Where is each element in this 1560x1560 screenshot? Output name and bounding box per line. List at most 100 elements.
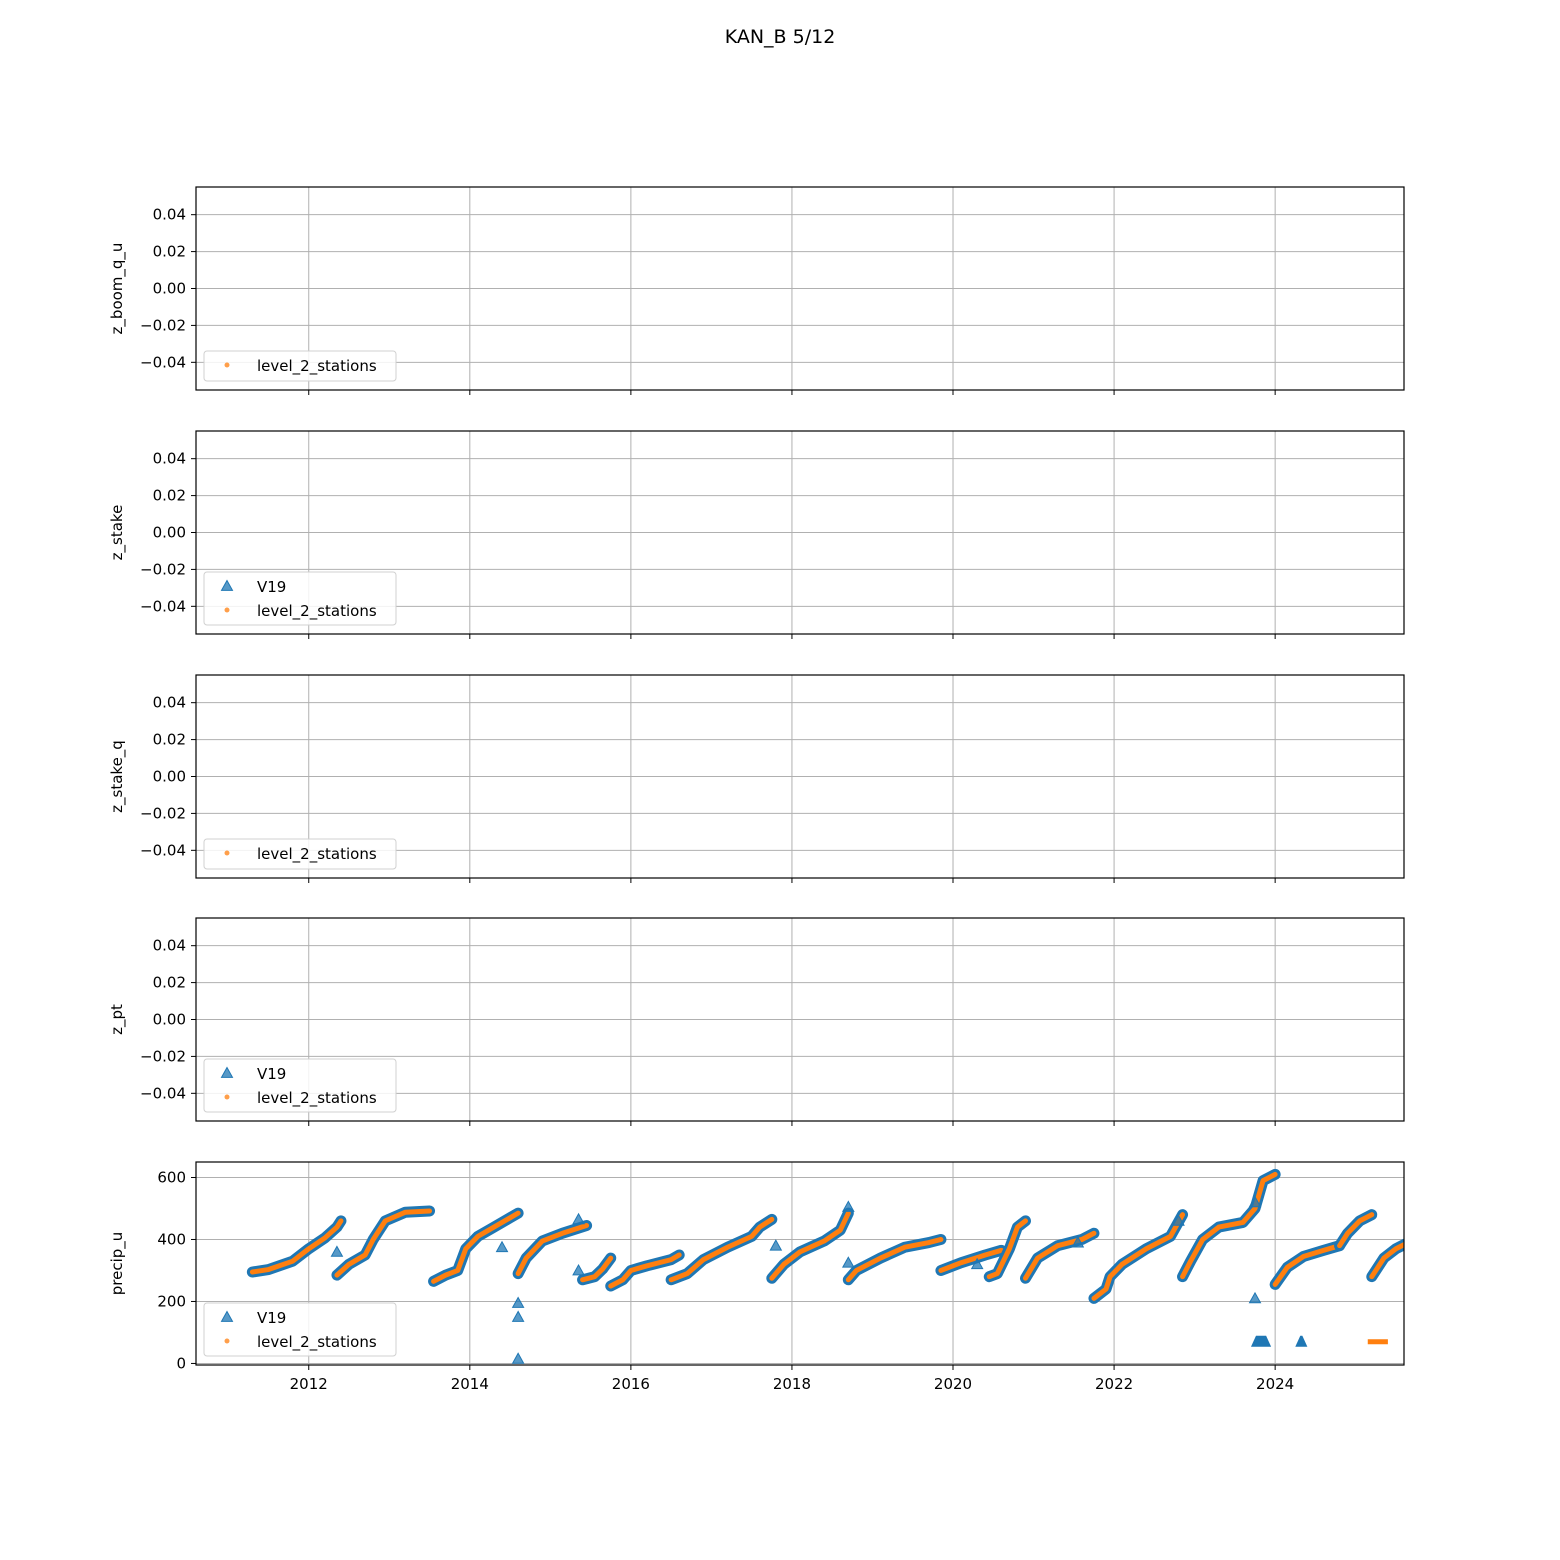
v19-point	[511, 1296, 525, 1308]
level-2-stations-line	[668, 1216, 775, 1283]
level-2-stations-line	[249, 1218, 344, 1275]
x-tick-label: 2016	[612, 1375, 650, 1393]
y-axis-label: z_pt	[108, 1004, 127, 1035]
y-tick-label: 0.04	[153, 937, 186, 955]
y-tick-label: 600	[157, 1168, 186, 1186]
y-tick-label: 200	[157, 1292, 186, 1310]
y-axis-label: z_boom_q_u	[108, 243, 127, 335]
level-2-stations-line	[1180, 1171, 1278, 1280]
v19-point	[1248, 1291, 1262, 1304]
y-tick-label: −0.04	[140, 841, 186, 859]
v19-series-band	[842, 1233, 947, 1286]
legend-label: V19	[257, 1309, 286, 1327]
y-tick-label: 0.00	[153, 768, 186, 786]
legend-box	[203, 1058, 397, 1113]
legend-label: level_2_stations	[257, 357, 377, 376]
panel-z_pt: 0.04 0.02 0.00 −0.02 −0.04 z_pt V19 level_2_sta…	[108, 917, 1405, 1126]
legend-marker-v19	[220, 579, 234, 591]
panel-z_stake: 0.04 0.02 0.00 −0.02 −0.04 z_stake V19 level_2_…	[108, 430, 1405, 639]
level-2-stations-line	[1272, 1243, 1343, 1287]
panel-precip_u: 0 200 400 600 2012 2014 2016 2018 2020 2022 2024 pr…	[108, 1161, 1405, 1393]
level-2-stations-line	[1022, 1230, 1097, 1281]
legend-marker-level-2-stations	[224, 850, 230, 856]
v19-point	[330, 1245, 344, 1257]
level-2-stations-line	[1091, 1212, 1186, 1301]
x-tick-label: 2024	[1256, 1375, 1294, 1393]
v19-point	[572, 1263, 585, 1276]
y-tick-label: 0.00	[153, 1011, 186, 1029]
x-tick-label: 2018	[773, 1375, 811, 1393]
legend-label: V19	[257, 578, 286, 596]
level-2-stations-line	[986, 1218, 1028, 1280]
y-tick-label: −0.02	[140, 316, 186, 334]
legend-box	[203, 571, 397, 626]
figure-title: KAN_B 5/12	[724, 26, 836, 48]
v19-point	[841, 1256, 855, 1268]
v19-point	[1071, 1236, 1085, 1248]
y-tick-label: 0.02	[153, 974, 186, 992]
axes-frame	[195, 186, 1405, 391]
v19-point	[841, 1200, 855, 1212]
panel-z_stake_q: 0.04 0.02 0.00 −0.02 −0.04 z_stake_q level_2_s…	[108, 674, 1405, 883]
axes-frame	[195, 674, 1405, 879]
y-tick-label: 0.04	[153, 206, 186, 224]
y-tick-label: 0.00	[153, 524, 186, 542]
y-axis-label: z_stake	[108, 505, 127, 561]
v19-point	[769, 1239, 783, 1251]
y-tick-label: −0.04	[140, 597, 186, 615]
plot-area	[246, 1168, 1404, 1364]
y-tick-label: 0.02	[153, 731, 186, 749]
v19-series-band	[1269, 1240, 1346, 1290]
x-tick-label: 2014	[451, 1375, 489, 1393]
legend-marker-v19	[220, 1310, 234, 1322]
y-tick-label: −0.02	[140, 804, 186, 822]
level-2-stations-line	[938, 1247, 1004, 1273]
v19-point	[495, 1240, 509, 1253]
x-tick-label: 2020	[934, 1375, 972, 1393]
level-2-stations-line	[1369, 1241, 1404, 1280]
level-2-stations-line	[515, 1223, 590, 1277]
v19-point	[1172, 1214, 1185, 1226]
legend-box	[203, 838, 397, 870]
v19-point-cluster	[1250, 1335, 1272, 1347]
x-tick-label: 2022	[1095, 1375, 1133, 1393]
v19-series-band	[246, 1215, 347, 1278]
axes-frame	[195, 1161, 1405, 1366]
level-2-stations-line	[1337, 1212, 1375, 1249]
y-tick-label: 0.02	[153, 243, 186, 261]
level-2-stations-line	[334, 1208, 433, 1278]
legend-marker-level-2-stations	[224, 1094, 230, 1100]
legend-box	[203, 350, 397, 382]
y-tick-label: 0.04	[153, 450, 186, 468]
v19-point	[511, 1352, 525, 1364]
v19-point	[572, 1212, 585, 1225]
y-tick-label: 400	[157, 1230, 186, 1248]
legend-box	[203, 1302, 397, 1357]
legend-marker-level-2-stations	[224, 607, 230, 613]
level-2-stations-line	[580, 1255, 614, 1283]
v19-point-cluster	[1295, 1335, 1308, 1347]
panel-z_boom_q_u: 0.04 0.02 0.00 −0.02 −0.04 z_boom_q_u level_2_…	[108, 186, 1405, 395]
v19-point	[511, 1310, 525, 1322]
level-2-stations-line	[845, 1236, 944, 1283]
v19-series-band	[512, 1220, 593, 1280]
y-tick-label: −0.02	[140, 1047, 186, 1065]
y-tick-label: −0.04	[140, 1084, 186, 1102]
legend-label: level_2_stations	[257, 1333, 377, 1352]
level-2-stations-line	[608, 1252, 682, 1289]
legend-marker-v19	[220, 1066, 234, 1078]
y-axis-label: z_stake_q	[108, 740, 127, 813]
legend-marker-level-2-stations	[224, 362, 230, 368]
y-tick-label: −0.04	[140, 353, 186, 371]
y-tick-label: 0	[176, 1354, 186, 1372]
legend-label: V19	[257, 1065, 286, 1083]
y-tick-label: 0.02	[153, 487, 186, 505]
axes-frame	[195, 430, 1405, 635]
axes-frame	[195, 917, 1405, 1122]
level-2-stations-line	[431, 1210, 521, 1284]
legend-marker-level-2-stations	[224, 1338, 230, 1344]
y-tick-label: 0.00	[153, 280, 186, 298]
x-tick-label: 2012	[290, 1375, 328, 1393]
y-axis-label: precip_u	[108, 1232, 127, 1296]
